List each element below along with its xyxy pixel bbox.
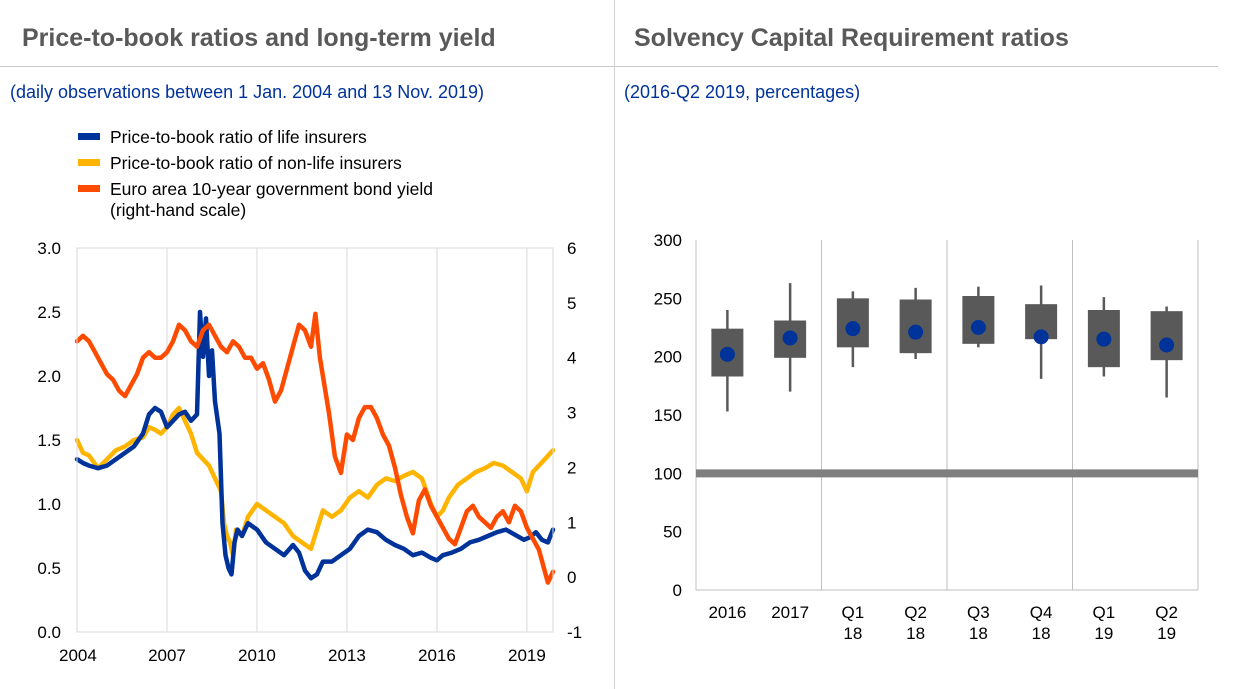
y-tick-label: 0 (673, 581, 682, 600)
right-y-tick-label: 1 (567, 513, 576, 532)
box-median-dot (908, 324, 924, 340)
left-y-tick-label: 1.5 (37, 431, 61, 450)
left-y-tick-label: 1.0 (37, 495, 61, 514)
box-median-dot (719, 346, 735, 362)
left-chart-legend: Price-to-book ratio of life insurers Pri… (78, 124, 433, 221)
right-y-tick-label: 2 (567, 458, 576, 477)
box-iqr (1150, 311, 1183, 361)
right-y-tick-label: 5 (567, 294, 576, 313)
category-label: Q3 (967, 603, 990, 622)
right-y-tick-label: 0 (567, 568, 576, 587)
y-tick-label: 300 (654, 231, 682, 250)
box-median-dot (1033, 329, 1049, 345)
left-y-tick-label: 2.5 (37, 303, 61, 322)
category-label: 18 (969, 624, 988, 643)
legend-label-bond-yield-scale: (right-hand scale) (110, 200, 247, 220)
right-y-tick-label: 4 (567, 349, 576, 368)
x-tick-label: 2004 (59, 646, 97, 665)
series-line-price-to-book-ratio-of-life-insurers (74, 309, 556, 581)
left-y-tick-label: 3.0 (37, 239, 61, 258)
legend-swatch-life (78, 133, 100, 140)
legend-item-bond-yield: Euro area 10-year government bond yield … (78, 176, 433, 221)
category-label: 18 (1032, 624, 1051, 643)
left-y-tick-label: 0.0 (37, 623, 61, 642)
category-label: 2017 (771, 603, 809, 622)
plot-frame (76, 247, 554, 633)
category-label: Q2 (1155, 603, 1178, 622)
category-label: Q2 (904, 603, 927, 622)
legend-label-non-life: Price-to-book ratio of non-life insurers (110, 153, 402, 173)
y-tick-label: 200 (654, 348, 682, 367)
box-iqr (962, 296, 995, 344)
price-to-book-line-chart: 0.0 0.5 1.0 1.5 2.0 2.5 3.0 -1 0 1 2 3 4 5 6 2004 2007 20… (37, 239, 582, 665)
series-line-price-to-book-ratio-of-non-life-insurers (74, 405, 556, 558)
legend-label-life: Price-to-book ratio of life insurers (110, 127, 367, 147)
right-chart-title: Solvency Capital Requirement ratios (634, 24, 1069, 52)
category-label: 19 (1157, 624, 1176, 643)
right-title-divider (615, 66, 1218, 67)
box-median-dot (1096, 331, 1112, 347)
x-tick-label: 2010 (238, 646, 276, 665)
panel-divider (614, 0, 615, 689)
legend-item-life: Price-to-book ratio of life insurers (78, 124, 433, 150)
y-tick-label: 50 (663, 523, 682, 542)
box-median-dot (845, 321, 861, 337)
y-tick-label: 100 (654, 464, 682, 483)
y-tick-label: 250 (654, 289, 682, 308)
x-tick-label: 2016 (418, 646, 456, 665)
box-median-dot (782, 330, 798, 346)
left-y-tick-label: 0.5 (37, 559, 61, 578)
right-y-tick-label: 6 (567, 239, 576, 258)
x-tick-label: 2019 (508, 646, 546, 665)
box-median-dot (1159, 337, 1175, 353)
x-tick-label: 2013 (328, 646, 366, 665)
y-tick-label: 150 (654, 406, 682, 425)
category-label: 19 (1094, 624, 1113, 643)
category-label: Q1 (842, 603, 865, 622)
category-label: 18 (843, 624, 862, 643)
x-tick-label: 2007 (148, 646, 186, 665)
right-chart-subtitle: (2016-Q2 2019, percentages) (624, 82, 861, 102)
box-median-dot (970, 320, 986, 335)
series-line-euro-area-10-year-government-bond-yield (74, 311, 556, 585)
left-title-divider (0, 66, 614, 67)
right-y-tick-label: -1 (567, 623, 582, 642)
category-label: Q1 (1093, 603, 1116, 622)
right-y-tick-label: 3 (567, 404, 576, 423)
legend-label-bond-yield: Euro area 10-year government bond yield (110, 179, 433, 199)
left-chart-title: Price-to-book ratios and long-term yield (22, 24, 496, 52)
left-chart-subtitle: (daily observations between 1 Jan. 2004 … (10, 82, 484, 102)
legend-swatch-non-life (78, 159, 100, 166)
category-label: 2016 (708, 603, 746, 622)
legend-swatch-bond-yield (78, 185, 100, 192)
category-label: 18 (906, 624, 925, 643)
left-y-tick-label: 2.0 (37, 367, 61, 386)
category-label: Q4 (1030, 603, 1053, 622)
legend-item-non-life: Price-to-book ratio of non-life insurers (78, 150, 433, 176)
